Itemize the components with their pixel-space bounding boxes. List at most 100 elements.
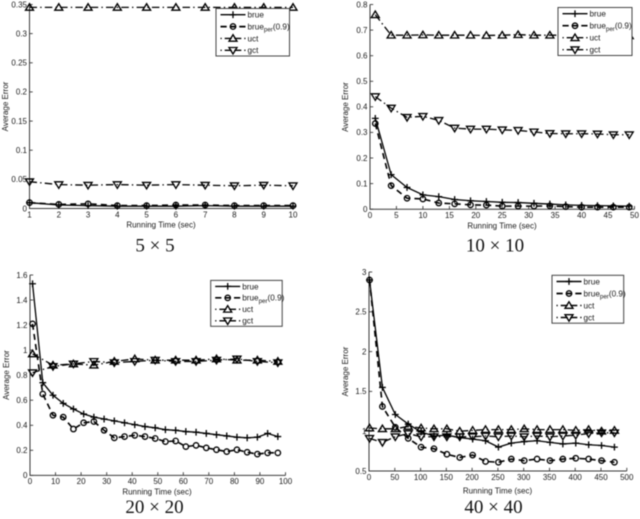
svg-text:10: 10 (418, 211, 427, 220)
svg-text:0: 0 (23, 471, 28, 480)
svg-text:10 × 10: 10 × 10 (466, 236, 524, 257)
svg-text:brueper(0.9): brueper(0.9) (242, 294, 284, 305)
svg-text:70: 70 (204, 477, 213, 486)
svg-text:20: 20 (77, 477, 86, 486)
svg-text:0.05: 0.05 (11, 175, 27, 184)
svg-text:0: 0 (28, 477, 33, 486)
svg-text:uct: uct (242, 305, 254, 314)
svg-text:0.4: 0.4 (16, 421, 28, 430)
svg-text:0: 0 (368, 211, 373, 220)
svg-text:Average Error: Average Error (2, 350, 11, 400)
svg-text:Average Error: Average Error (341, 82, 350, 132)
svg-text:5: 5 (144, 210, 149, 219)
svg-text:0.4: 0.4 (356, 103, 368, 112)
svg-text:50: 50 (153, 477, 162, 486)
svg-text:0.35: 0.35 (11, 0, 27, 9)
svg-text:400: 400 (569, 473, 583, 482)
svg-text:0.8: 0.8 (16, 371, 28, 380)
svg-text:90: 90 (255, 477, 264, 486)
svg-text:0.5: 0.5 (355, 467, 367, 476)
svg-text:1: 1 (362, 427, 367, 436)
svg-text:300: 300 (517, 473, 531, 482)
svg-text:1.5: 1.5 (355, 387, 367, 396)
svg-text:brue: brue (590, 10, 607, 19)
svg-text:0.2: 0.2 (356, 154, 368, 163)
svg-text:5 × 5: 5 × 5 (135, 236, 174, 257)
svg-text:3: 3 (362, 268, 367, 277)
svg-text:gct: gct (248, 46, 260, 55)
svg-text:35: 35 (551, 211, 560, 220)
svg-text:25: 25 (498, 211, 507, 220)
svg-text:0.25: 0.25 (11, 59, 27, 68)
svg-text:gct: gct (590, 46, 602, 55)
svg-text:0.3: 0.3 (16, 29, 28, 38)
svg-text:1: 1 (23, 346, 28, 355)
svg-text:100: 100 (414, 473, 428, 482)
svg-text:uct: uct (248, 34, 260, 43)
svg-text:brueper(0.9): brueper(0.9) (248, 22, 290, 33)
svg-text:10: 10 (51, 477, 60, 486)
svg-text:gct: gct (584, 313, 596, 322)
svg-text:60: 60 (179, 477, 188, 486)
svg-text:20 × 20: 20 × 20 (125, 497, 183, 514)
svg-text:10: 10 (289, 210, 298, 219)
svg-text:0.8: 0.8 (356, 0, 368, 9)
svg-text:0: 0 (363, 205, 368, 214)
svg-text:150: 150 (440, 473, 454, 482)
svg-text:uct: uct (590, 34, 602, 43)
svg-text:Running Time (sec): Running Time (sec) (122, 488, 192, 497)
svg-text:brue: brue (242, 282, 259, 291)
svg-text:1: 1 (27, 210, 32, 219)
svg-text:1.6: 1.6 (16, 271, 28, 280)
svg-text:0.6: 0.6 (356, 52, 368, 61)
svg-text:brue: brue (584, 277, 601, 286)
svg-text:40: 40 (577, 211, 586, 220)
svg-text:Running Time (sec): Running Time (sec) (467, 222, 537, 231)
svg-text:40 × 40: 40 × 40 (464, 497, 522, 514)
svg-text:0.6: 0.6 (16, 396, 28, 405)
svg-text:brueper(0.9): brueper(0.9) (590, 22, 632, 33)
svg-text:0.2: 0.2 (16, 88, 28, 97)
svg-text:uct: uct (584, 301, 596, 310)
svg-text:3: 3 (86, 210, 91, 219)
svg-text:brue: brue (248, 11, 265, 20)
svg-text:0.5: 0.5 (356, 77, 368, 86)
svg-text:2: 2 (57, 210, 62, 219)
svg-text:500: 500 (620, 473, 634, 482)
svg-text:200: 200 (465, 473, 479, 482)
svg-text:Average Error: Average Error (1, 81, 10, 131)
svg-text:Running Time (sec): Running Time (sec) (463, 487, 533, 496)
svg-text:Running Time (sec): Running Time (sec) (126, 221, 196, 230)
svg-text:0.15: 0.15 (11, 117, 27, 126)
svg-text:250: 250 (491, 473, 505, 482)
svg-text:350: 350 (543, 473, 557, 482)
svg-text:1.4: 1.4 (16, 296, 28, 305)
svg-text:450: 450 (594, 473, 608, 482)
svg-text:1.2: 1.2 (16, 321, 28, 330)
svg-text:Average Error: Average Error (341, 346, 350, 396)
svg-text:100: 100 (279, 477, 293, 486)
svg-text:50: 50 (630, 211, 639, 220)
svg-text:40: 40 (128, 477, 137, 486)
svg-text:20: 20 (471, 211, 480, 220)
svg-text:brueper(0.9): brueper(0.9) (584, 289, 626, 300)
svg-text:9: 9 (261, 210, 266, 219)
svg-text:8: 8 (232, 210, 237, 219)
svg-text:0: 0 (23, 204, 28, 213)
svg-text:6: 6 (174, 210, 179, 219)
svg-text:45: 45 (604, 211, 613, 220)
svg-text:0.2: 0.2 (16, 446, 28, 455)
svg-text:7: 7 (203, 210, 208, 219)
svg-text:2: 2 (362, 347, 367, 356)
svg-text:0.1: 0.1 (16, 146, 28, 155)
svg-text:5: 5 (394, 211, 399, 220)
svg-text:4: 4 (115, 210, 120, 219)
svg-text:0.7: 0.7 (356, 26, 368, 35)
svg-text:30: 30 (102, 477, 111, 486)
svg-text:0.1: 0.1 (356, 179, 368, 188)
svg-text:80: 80 (230, 477, 239, 486)
svg-text:0: 0 (367, 473, 372, 482)
svg-text:gct: gct (242, 317, 254, 326)
svg-text:15: 15 (445, 211, 454, 220)
svg-text:0.3: 0.3 (356, 128, 368, 137)
